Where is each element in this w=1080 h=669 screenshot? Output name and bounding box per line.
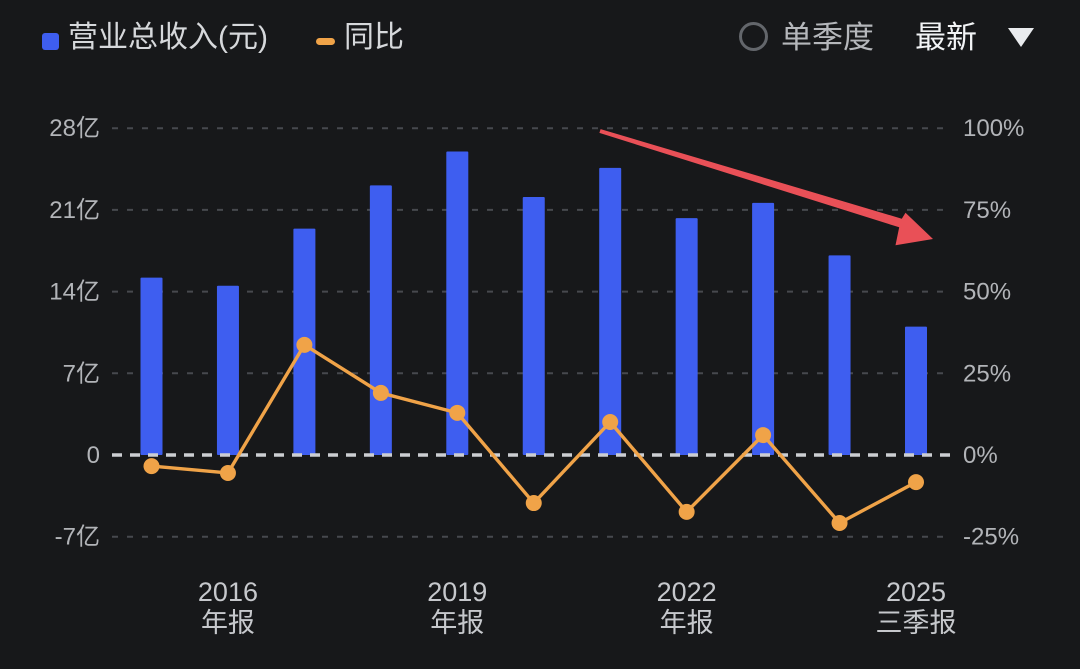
x-axis-tick-period: 年报: [201, 608, 255, 638]
single-quarter-radio[interactable]: [739, 22, 768, 51]
left-axis-tick: -7亿: [55, 524, 100, 551]
x-axis-tick-year: 2025: [886, 577, 946, 607]
yoy-point-2020年报[interactable]: [525, 495, 542, 512]
single-quarter-radio-label[interactable]: 单季度: [781, 20, 874, 55]
right-axis-tick: -25%: [963, 524, 1019, 551]
yoy-point-2021年报[interactable]: [602, 413, 619, 430]
bar-2022年报[interactable]: [675, 218, 698, 455]
right-axis-tick: 100%: [963, 115, 1024, 142]
yoy-point-2016年报[interactable]: [219, 464, 236, 481]
yoy-point-2019年报[interactable]: [449, 404, 466, 421]
revenue-legend-swatch: [42, 33, 59, 50]
left-axis-tick: 21亿: [49, 197, 100, 224]
bar-2021年报[interactable]: [599, 167, 622, 455]
x-axis-tick-year: 2016: [198, 577, 258, 607]
trend-arrow-annotation: [599, 129, 933, 246]
right-axis-tick: 75%: [963, 197, 1011, 224]
bar-2024年报[interactable]: [828, 255, 851, 455]
bar-2023年报[interactable]: [752, 202, 775, 455]
yoy-point-2015年报[interactable]: [143, 458, 160, 475]
yoy-point-2025三季报[interactable]: [908, 474, 924, 491]
x-axis-tick-period: 年报: [660, 608, 714, 638]
right-axis-tick: 0%: [963, 442, 998, 469]
bar-2020年报[interactable]: [522, 197, 545, 455]
yoy-point-2024年报[interactable]: [831, 514, 848, 531]
left-axis-tick: 14亿: [49, 279, 100, 306]
yoy-point-2017年报[interactable]: [296, 336, 313, 353]
yoy-point-2018年报[interactable]: [372, 384, 389, 401]
x-axis-tick-period: 三季报: [876, 608, 957, 638]
bar-2019年报[interactable]: [446, 151, 469, 456]
right-axis-tick: 50%: [963, 279, 1011, 306]
left-axis-tick: 28亿: [49, 115, 100, 142]
x-axis-tick-period: 年报: [430, 608, 484, 638]
left-axis-tick: 7亿: [63, 360, 100, 387]
yoy-point-2022年报[interactable]: [678, 503, 695, 520]
bar-2025三季报[interactable]: [905, 326, 927, 455]
left-axis-tick: 0: [87, 442, 100, 469]
caret-down-icon[interactable]: [1008, 28, 1034, 47]
yoy-legend-dash-icon: [316, 38, 335, 45]
bar-2015年报[interactable]: [140, 277, 163, 455]
x-axis-tick-year: 2022: [657, 577, 717, 607]
radio-circle-icon: [739, 22, 768, 51]
x-axis-tick-year: 2019: [427, 577, 487, 607]
yoy-legend-label: 同比: [344, 21, 404, 54]
bar-2018年报[interactable]: [369, 185, 392, 455]
period-dropdown-label[interactable]: 最新: [915, 20, 977, 55]
right-axis-tick: 25%: [963, 360, 1011, 387]
revenue-legend-label: 营业总收入(元): [68, 21, 268, 54]
yoy-point-2023年报[interactable]: [755, 427, 772, 444]
bar-2016年报[interactable]: [216, 285, 239, 455]
